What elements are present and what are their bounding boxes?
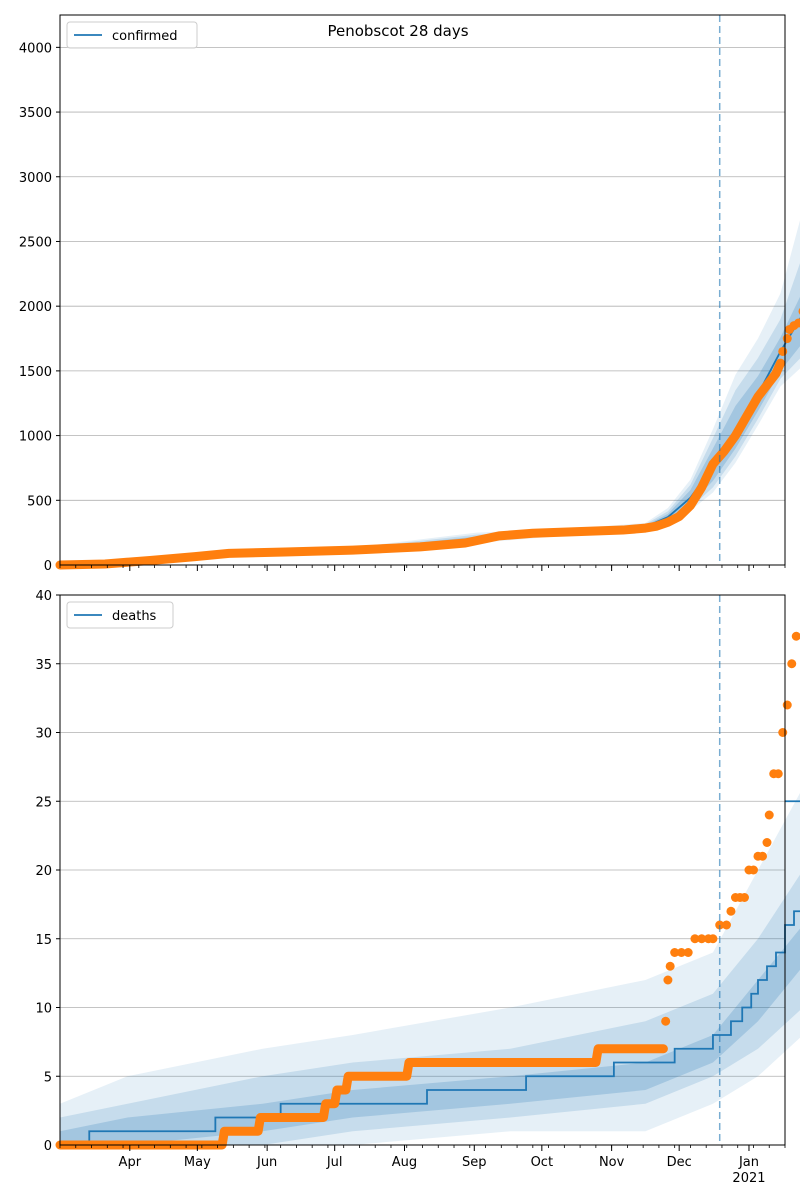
legend-box	[66, 21, 198, 49]
legend: deaths	[66, 601, 174, 629]
confidence-band	[60, 874, 800, 1145]
observed-point	[794, 318, 800, 328]
observed-point	[676, 948, 686, 957]
y-tick-label: 3000	[19, 171, 52, 186]
y-tick-label: 40	[35, 589, 52, 604]
legend-label: deaths	[112, 609, 157, 624]
observed-point	[663, 975, 673, 985]
observed-point	[764, 810, 774, 820]
x-tick-label: Jun	[256, 1155, 277, 1170]
observed-point	[683, 948, 693, 957]
observed-point	[757, 851, 767, 861]
y-tick-label: 30	[35, 727, 52, 742]
observed-point	[697, 934, 707, 944]
y-tick-label: 10	[35, 1002, 52, 1017]
confidence-band	[60, 220, 800, 565]
observed-point	[665, 961, 675, 971]
legend: confirmed	[66, 21, 198, 49]
y-tick-label: 1000	[19, 430, 52, 445]
x-tick-label: Nov	[599, 1155, 625, 1170]
y-tick-label: 3500	[19, 106, 52, 121]
observed-point	[762, 838, 772, 847]
observed-point	[778, 728, 788, 737]
observed-point	[690, 934, 700, 944]
y-tick-label: 0	[44, 1139, 52, 1154]
x-tick-label: Oct	[531, 1155, 553, 1170]
x-tick-label: Apr	[119, 1155, 142, 1170]
x-tick-label: May	[184, 1155, 211, 1170]
observed-point	[721, 920, 731, 930]
x-tick-label: Aug	[392, 1155, 417, 1170]
observed-point	[726, 906, 736, 916]
observed-point	[670, 948, 680, 957]
y-tick-label: 2000	[19, 300, 52, 315]
observed-point	[661, 1016, 671, 1026]
x-year-label: 2021	[732, 1171, 765, 1186]
y-tick-label: 2500	[19, 235, 52, 250]
chart-title: Penobscot 28 days	[327, 22, 468, 40]
y-tick-label: 5	[44, 1070, 52, 1085]
y-tick-label: 35	[35, 658, 52, 673]
observed-point	[782, 334, 792, 344]
observed-point	[708, 934, 718, 944]
confirmed-panel: 0 500 1000 1500 2000 2500 3000 3500 4000 confirme…	[19, 14, 800, 574]
observed-series	[55, 1044, 668, 1150]
y-tick-label: 1500	[19, 365, 52, 380]
model-line	[59, 317, 800, 566]
observed-series	[55, 358, 785, 570]
y-tick-label: 20	[35, 864, 52, 879]
y-tick-label: 15	[35, 933, 52, 948]
legend-box	[66, 601, 174, 629]
x-tick-label: Dec	[667, 1155, 692, 1170]
confidence-band	[60, 928, 800, 1145]
x-tick-label: Jan	[738, 1155, 759, 1170]
y-tick-label: 500	[27, 494, 52, 509]
legend-label: confirmed	[112, 29, 178, 44]
deaths-panel: 0 5 10 15 20 25 30 35 40 Apr May Jun Jul Aug Sep Oct Nov…	[35, 589, 800, 1186]
observed-point	[778, 346, 788, 356]
x-tick-label: Sep	[462, 1155, 487, 1170]
observed-point	[748, 865, 758, 875]
y-tick-label: 4000	[19, 41, 52, 56]
observed-point	[739, 893, 749, 902]
observed-point	[787, 659, 797, 669]
x-tick-label: Jul	[326, 1155, 343, 1170]
confidence-band	[60, 793, 800, 1145]
observed-point	[773, 769, 783, 779]
axes-frame	[59, 14, 786, 566]
observed-point	[791, 631, 800, 641]
observed-point	[782, 700, 792, 710]
y-tick-label: 25	[35, 795, 52, 810]
y-tick-label: 0	[44, 559, 52, 574]
model-line	[60, 800, 800, 1146]
